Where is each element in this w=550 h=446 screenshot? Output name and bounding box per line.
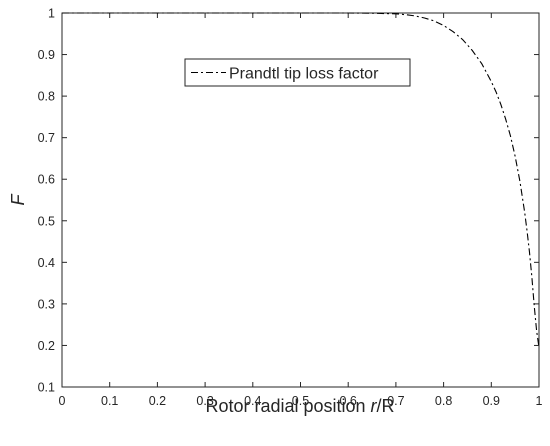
y-tick-label: 0.4: [38, 256, 55, 270]
axis-ticks: [61, 12, 540, 388]
x-tick-label: 0.6: [340, 394, 357, 408]
y-tick-label: 1: [48, 7, 55, 21]
x-tick-label: 0.5: [292, 394, 309, 408]
x-tick-label: 0.4: [244, 394, 261, 408]
series-line-prandtl: [62, 12, 540, 348]
x-tick-label: 0.1: [101, 394, 118, 408]
x-tick-label: 0.9: [483, 394, 500, 408]
x-tick-label: 0.3: [196, 394, 213, 408]
y-tick-label: 0.8: [38, 90, 55, 104]
x-tick-label: 0.2: [149, 394, 166, 408]
y-tick-label: 0.1: [38, 381, 55, 395]
x-tick-label: 0.7: [387, 394, 404, 408]
y-tick-label: 0.6: [38, 173, 55, 187]
x-axis-title: Rotor radial position r/R: [205, 396, 394, 416]
y-axis-title: F: [8, 194, 28, 206]
y-tick-labels: 0.1 0.2 0.3 0.4 0.5 0.6 0.7 0.8 0.9 1: [38, 7, 55, 395]
x-tick-label: 0.8: [435, 394, 452, 408]
x-tick-label: 1: [536, 394, 543, 408]
y-tick-label: 0.5: [38, 214, 55, 228]
y-tick-label: 0.7: [38, 131, 55, 145]
legend-label: Prandtl tip loss factor: [229, 66, 379, 83]
x-tick-label: 0: [59, 394, 66, 408]
y-tick-label: 0.9: [38, 48, 55, 62]
legend: Prandtl tip loss factor: [184, 58, 411, 87]
x-tick-labels: 0 0.1 0.2 0.3 0.4 0.5 0.6 0.7 0.8 0.9 1: [59, 394, 543, 408]
y-tick-label: 0.3: [38, 297, 55, 311]
y-tick-label: 0.2: [38, 339, 55, 353]
